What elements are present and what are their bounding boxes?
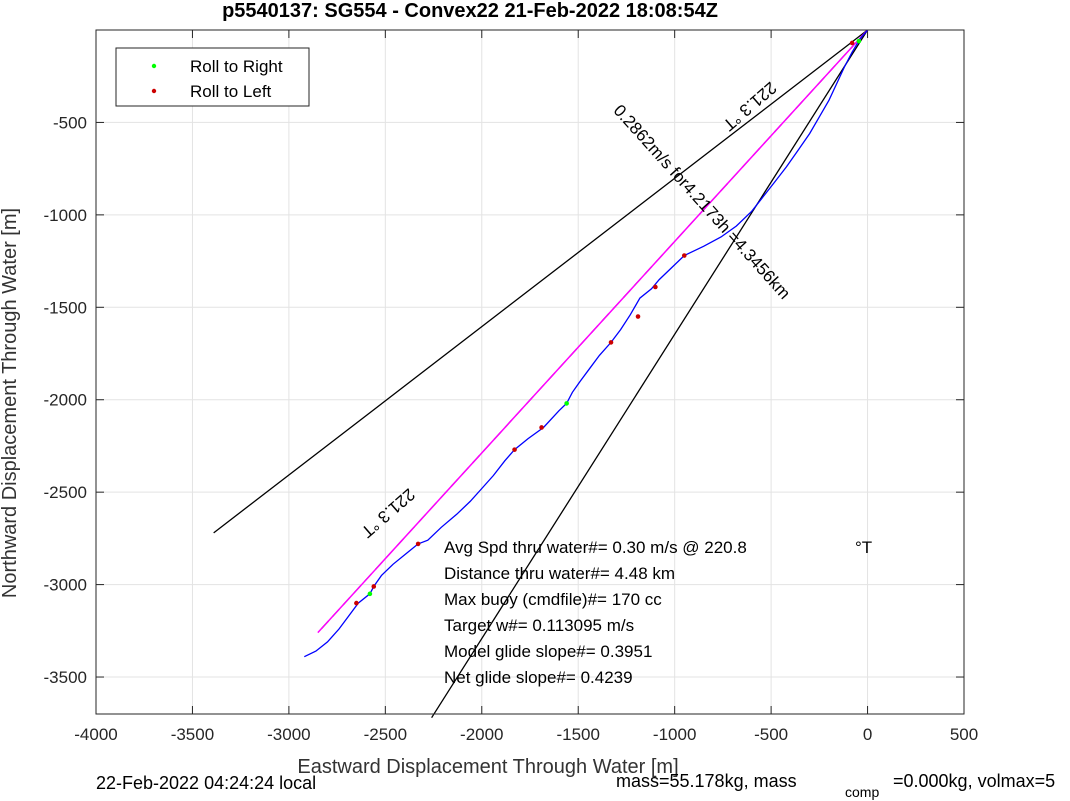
x-tick-label: -3000	[267, 725, 310, 744]
net-glide-text: Net glide slope#= 0.4239	[444, 668, 633, 687]
target-w-text: Target w#= 0.113095 m/s	[444, 616, 634, 635]
legend-marker-right	[151, 63, 157, 69]
x-tick-label: -1500	[556, 725, 599, 744]
roll-left-point	[608, 340, 614, 345]
x-tick-label: -2000	[460, 725, 503, 744]
x-tick-label: -4000	[74, 725, 117, 744]
y-tick-label: -1000	[44, 206, 87, 225]
footer-mass-comp-sub: comp	[845, 784, 879, 800]
roll-points	[354, 38, 862, 606]
legend-label-left: Roll to Left	[190, 82, 272, 101]
x-tick-label: -2500	[364, 725, 407, 744]
y-tick-label: -1500	[44, 298, 87, 317]
footer: 22-Feb-2022 04:24:24 local mass=55.178kg…	[96, 771, 1055, 800]
grid-lines	[95, 30, 965, 714]
heading-cone-line	[431, 29, 869, 719]
legend-label-right: Roll to Right	[190, 57, 283, 76]
heading-cone-line	[213, 29, 868, 534]
footer-volmax: =0.000kg, volmax=5	[893, 771, 1055, 791]
roll-left-point	[512, 447, 517, 452]
rate-distance-label: 0.2862m/s for4.2173h =4.3456km	[610, 101, 795, 303]
y-axis-label: Northward Displacement Through Water [m]	[0, 208, 21, 598]
avg-speed-unit: °T	[855, 538, 872, 557]
y-tick-label: -2500	[44, 483, 87, 502]
roll-right-point	[856, 38, 862, 44]
y-tick-label: -2000	[44, 391, 87, 410]
stats-annotations: Avg Spd thru water#= 0.30 m/s @ 220.8 °T…	[444, 538, 872, 687]
roll-left-point	[635, 314, 641, 319]
roll-left-point	[682, 253, 687, 258]
x-tick-label: -3500	[171, 725, 214, 744]
y-tick-label: -3000	[44, 576, 87, 595]
x-tick-label: 500	[950, 725, 978, 744]
legend-marker-left	[151, 88, 157, 94]
x-tick-label: 0	[863, 725, 872, 744]
footer-mass: mass=55.178kg, mass	[616, 771, 797, 791]
roll-right-point	[564, 401, 569, 406]
roll-left-point	[849, 40, 855, 46]
axis-ticks: -4000 -3500 -3000 -2500 -2000 -1500 -1000 -500 0…	[44, 30, 978, 744]
avg-speed-text: Avg Spd thru water#= 0.30 m/s @ 220.8	[444, 538, 747, 557]
glider-track-line	[304, 29, 869, 658]
y-tick-label: -3500	[44, 668, 87, 687]
plot-frame	[95, 29, 965, 715]
y-tick-label: -500	[53, 113, 87, 132]
chart-title: p5540137: SG554 - Convex22 21-Feb-2022 1…	[222, 0, 718, 22]
roll-left-point	[354, 600, 359, 606]
heading-line	[317, 29, 869, 634]
x-tick-label: -500	[754, 725, 788, 744]
footer-local-time: 22-Feb-2022 04:24:24 local	[96, 773, 316, 793]
plot-lines	[213, 29, 869, 719]
roll-left-point	[539, 425, 544, 430]
roll-left-point	[653, 284, 658, 290]
roll-left-point	[415, 541, 421, 547]
roll-right-point	[367, 591, 373, 597]
legend: Roll to Right Roll to Left	[115, 47, 310, 107]
legend-box	[115, 47, 310, 107]
model-glide-text: Model glide slope#= 0.3951	[444, 642, 652, 661]
roll-left-point	[371, 584, 377, 589]
max-buoy-text: Max buoy (cmdfile)#= 170 cc	[444, 590, 662, 609]
x-tick-label: -1000	[653, 725, 696, 744]
x-axis-label: Eastward Displacement Through Water [m]	[297, 756, 678, 778]
distance-text: Distance thru water#= 4.48 km	[444, 564, 675, 583]
